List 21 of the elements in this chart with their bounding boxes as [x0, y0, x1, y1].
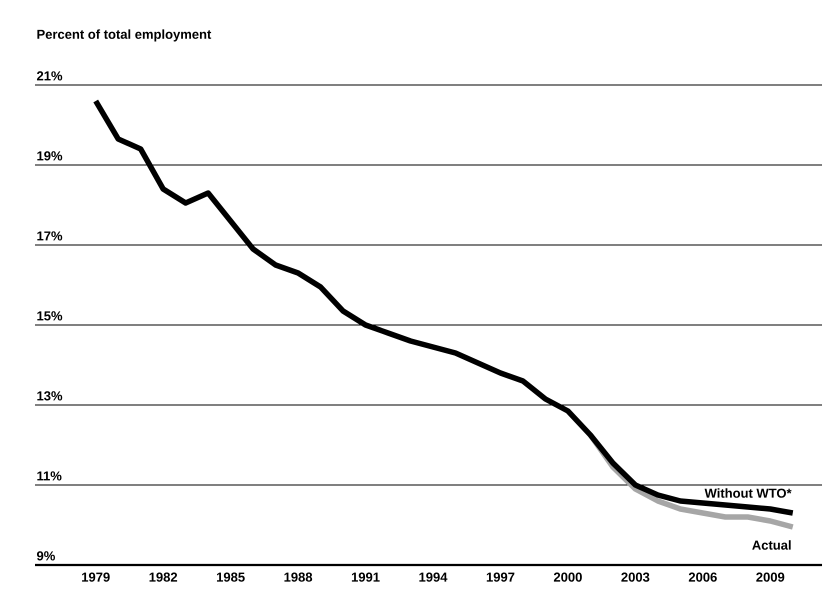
x-tick-label: 1982	[150, 572, 178, 582]
series-label: Without WTO*	[704, 488, 792, 498]
y-tick-label: 19%	[37, 151, 62, 160]
x-tick-label: 1985	[216, 572, 245, 582]
x-tick-label: 2009	[756, 572, 784, 582]
y-tick-label: 13%	[37, 391, 62, 400]
series-label: Actual	[752, 540, 791, 550]
x-tick-label: 2006	[688, 572, 717, 582]
x-tick-label: 2003	[621, 572, 650, 582]
y-tick-label: 11%	[37, 471, 62, 480]
x-tick-label: 2000	[554, 572, 582, 582]
y-tick-label: 9%	[36, 551, 55, 560]
x-tick-label: 1988	[284, 572, 312, 582]
y-tick-label: 21%	[36, 71, 62, 80]
y-axis-title: Percent of total employment	[37, 29, 212, 42]
y-tick-label: 17%	[37, 231, 62, 240]
x-tick-label: 1991	[352, 572, 380, 582]
y-tick-label: 15%	[37, 311, 62, 320]
x-tick-label: 1997	[486, 572, 514, 582]
x-tick-label: 1994	[419, 572, 448, 582]
x-tick-label: 1979	[82, 572, 110, 582]
